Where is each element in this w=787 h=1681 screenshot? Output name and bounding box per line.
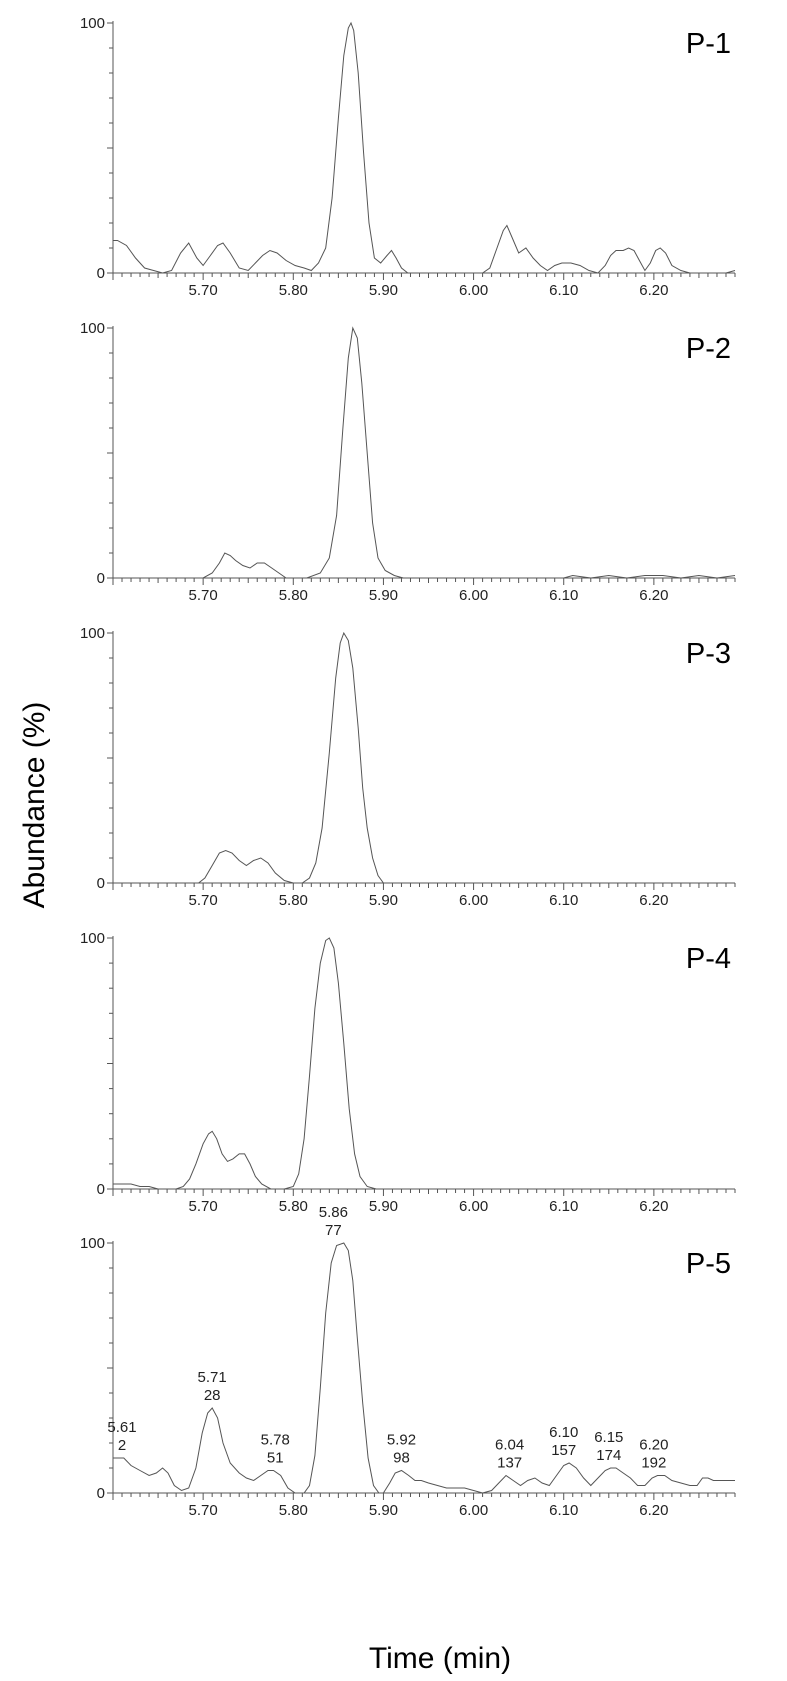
- p-2-x-tick-label: 5.70: [189, 587, 218, 604]
- p-5-x-tick-label: 6.00: [459, 1502, 488, 1519]
- p-3-y-tick-label: 100: [80, 625, 105, 642]
- p-4-y-tick-label: 0: [97, 1181, 105, 1198]
- p-3-x-tick-label: 6.00: [459, 892, 488, 909]
- p-5-trace: [113, 1242, 735, 1494]
- p-2-x-tick-label: 6.00: [459, 587, 488, 604]
- y-axis-title: Abundance (%): [18, 702, 51, 909]
- p-5-panel-label: P-5: [686, 1248, 731, 1280]
- p-4-x-tick-label: 6.20: [639, 1198, 668, 1215]
- p-3-panel-label: P-3: [686, 638, 731, 670]
- p-4-trace: [113, 937, 735, 1190]
- p-5-peak-time-label: 5.92: [387, 1432, 416, 1449]
- p-1-trace: [113, 21, 736, 274]
- p-4-x-tick-label: 5.70: [189, 1198, 218, 1215]
- p-5-peak-scan-label: 174: [596, 1447, 621, 1464]
- p-2-y-tick-label: 100: [80, 320, 105, 337]
- p-2-x-tick-label: 5.80: [279, 587, 308, 604]
- p-4-y-tick-label: 100: [80, 930, 105, 947]
- p-1-x-tick-label: 6.10: [549, 282, 578, 299]
- p-5-x-tick-label: 6.20: [639, 1502, 668, 1519]
- p-2-x-tick-label: 6.20: [639, 587, 668, 604]
- p-3-trace: [113, 631, 735, 884]
- p-2-panel-label: P-2: [686, 333, 731, 365]
- p-5-peak-scan-label: 77: [325, 1222, 342, 1239]
- p-1-x-tick-label: 6.00: [459, 282, 488, 299]
- p-3-x-tick-label: 5.90: [369, 892, 398, 909]
- p-2-x-tick-label: 6.10: [549, 587, 578, 604]
- p-1-x-tick-label: 5.70: [189, 282, 218, 299]
- p-4-x-tick-label: 6.10: [549, 1198, 578, 1215]
- p-5-peak-scan-label: 157: [551, 1442, 576, 1459]
- p-2-y-tick-label: 0: [97, 570, 105, 587]
- x-axis-title: Time (min): [369, 1642, 511, 1675]
- p-5-peak-time-label: 5.78: [261, 1432, 290, 1449]
- p-5-peak-scan-label: 28: [204, 1387, 221, 1404]
- p-5-peak-scan-label: 2: [118, 1437, 126, 1454]
- p-5-peak-time-label: 6.10: [549, 1424, 578, 1441]
- p-5-x-tick-label: 5.70: [189, 1502, 218, 1519]
- p-3-x-tick-label: 6.20: [639, 892, 668, 909]
- p-2-trace: [113, 326, 736, 579]
- p-5-peak-time-label: 5.61: [107, 1419, 136, 1436]
- p-5-peak-time-label: 5.71: [198, 1369, 227, 1386]
- p-1-x-tick-label: 5.80: [279, 282, 308, 299]
- p-5-x-tick-label: 6.10: [549, 1502, 578, 1519]
- p-1-x-tick-label: 6.20: [639, 282, 668, 299]
- p-4-x-tick-label: 5.90: [369, 1198, 398, 1215]
- p-5-peak-time-label: 6.04: [495, 1437, 524, 1454]
- p-5-peak-scan-label: 137: [497, 1455, 522, 1472]
- p-4-x-tick-label: 6.00: [459, 1198, 488, 1215]
- p-3-x-tick-label: 6.10: [549, 892, 578, 909]
- p-1-x-tick-label: 5.90: [369, 282, 398, 299]
- p-5-peak-scan-label: 51: [267, 1450, 284, 1467]
- p-1-y-tick-label: 0: [97, 265, 105, 282]
- p-5-y-tick-label: 100: [80, 1235, 105, 1252]
- p-5-x-tick-label: 5.90: [369, 1502, 398, 1519]
- p-3-x-tick-label: 5.70: [189, 892, 218, 909]
- p-2-x-tick-label: 5.90: [369, 587, 398, 604]
- p-1-panel-label: P-1: [686, 28, 731, 60]
- p-1-y-tick-label: 100: [80, 15, 105, 32]
- p-5-peak-scan-label: 192: [641, 1455, 666, 1472]
- p-5-peak-time-label: 5.86: [319, 1204, 348, 1221]
- p-3-y-tick-label: 0: [97, 875, 105, 892]
- p-5-x-tick-label: 5.80: [279, 1502, 308, 1519]
- p-5-peak-time-label: 6.15: [594, 1429, 623, 1446]
- p-3-x-tick-label: 5.80: [279, 892, 308, 909]
- p-5-peak-time-label: 6.20: [639, 1437, 668, 1454]
- p-5-y-tick-label: 0: [97, 1485, 105, 1502]
- p-4-x-tick-label: 5.80: [279, 1198, 308, 1215]
- p-4-panel-label: P-4: [686, 943, 731, 975]
- p-5-peak-scan-label: 98: [393, 1450, 410, 1467]
